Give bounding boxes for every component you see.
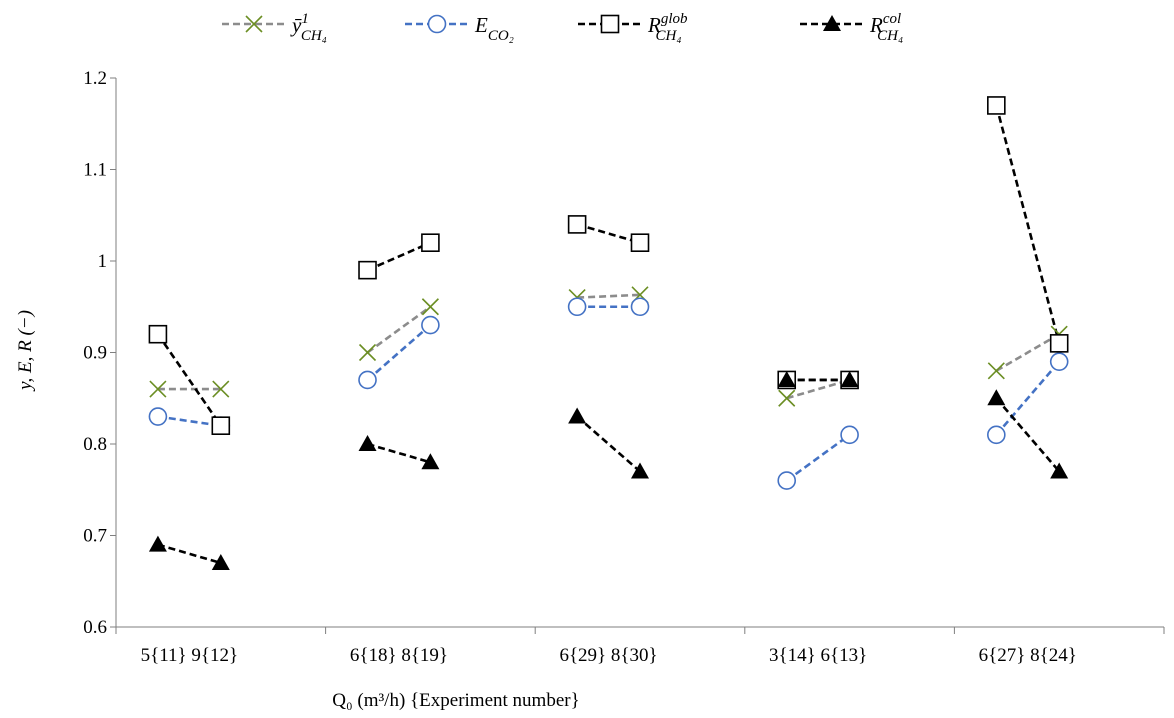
y-tick-label: 0.6 [83, 617, 107, 638]
series-line-segment [995, 333, 1060, 372]
data-point-square-marker [630, 233, 650, 252]
y-axis: 0.6 0.7 0.8 0.9 1 1.1 1.2 [83, 68, 117, 638]
y-tick-label: 0.8 [83, 434, 107, 455]
series-line-segment [995, 397, 1061, 473]
data-point-square-marker [421, 233, 440, 252]
data-point-triangle-marker [211, 553, 230, 570]
legend-item: Rcol CH₄ [800, 11, 903, 44]
series-markers-3 [148, 370, 1069, 570]
series-line-segment [577, 293, 641, 299]
data-point-triangle-marker [987, 389, 1006, 406]
series-1 [157, 305, 1061, 482]
data-point-circle-marker [840, 425, 859, 445]
series-line-segment [995, 360, 1061, 436]
x-axis: 5{11} 9{12} 6{18} 8{19} 6{29} 8{30} 3{14} 6… [115, 626, 1165, 666]
y-axis-title: y, E, R (−) [15, 310, 36, 392]
y-tick-label: 1.2 [83, 68, 107, 89]
data-point-x-marker [149, 380, 167, 398]
data-point-square-marker [600, 14, 620, 34]
data-point-circle-marker [148, 407, 168, 426]
x-group-label: 6{29} 8{30} [559, 645, 657, 666]
data-point-circle-marker [358, 370, 377, 390]
data-point-triangle-marker [358, 435, 377, 451]
x-group-label: 5{11} 9{12} [141, 645, 239, 666]
data-point-circle-marker [777, 471, 797, 490]
series-layer [148, 96, 1069, 570]
series-line-segment [366, 324, 432, 381]
series-line-segment [157, 543, 222, 565]
x-group-label: 6{27} 8{24} [979, 645, 1077, 666]
legend-label: ȳ1 CH₄ [290, 11, 327, 44]
data-point-circle-marker [427, 14, 447, 34]
series-markers-1 [148, 297, 1069, 490]
legend-item: ȳ1 CH₄ [222, 11, 327, 44]
series-markers-0 [149, 286, 1068, 407]
series-line-segment [576, 223, 641, 244]
data-point-square-marker [358, 260, 377, 280]
x-axis-title: Q₀ (m³/h) {Experiment number} [332, 690, 579, 711]
data-point-triangle-marker [421, 453, 440, 470]
series-line-segment [786, 378, 850, 400]
series-line-segment [576, 415, 641, 473]
data-point-x-marker [987, 362, 1005, 380]
data-point-x-marker [245, 15, 263, 33]
y-tick-label: 1.1 [83, 160, 107, 181]
series-line-segment [785, 433, 851, 482]
data-point-triangle-marker [840, 370, 859, 387]
y-tick-label: 0.7 [83, 526, 107, 547]
data-point-square-marker [567, 215, 587, 234]
series-markers-2 [148, 96, 1069, 436]
series-line-segment [157, 415, 221, 427]
data-point-x-marker [358, 343, 377, 362]
data-point-triangle-marker [631, 462, 649, 479]
data-point-circle-marker [987, 425, 1006, 445]
series-0 [157, 293, 1060, 400]
data-point-triangle-marker [1050, 462, 1069, 479]
series-line-segment [366, 241, 431, 272]
series-3 [157, 378, 1061, 565]
data-point-square-marker [1049, 334, 1069, 353]
data-point-circle-marker [1049, 352, 1069, 371]
data-point-triangle-marker [568, 407, 587, 424]
legend: ȳ1 CH₄ ECO₂ Rglob CH₄ Rcol CH₄ [222, 11, 903, 44]
legend-label: Rglob CH₄ [647, 11, 688, 44]
series-line-segment [156, 333, 222, 427]
x-group-label: 3{14} 6{13} [769, 645, 867, 666]
legend-label: ECO₂ [474, 13, 514, 44]
legend-item: ECO₂ [405, 13, 514, 44]
data-point-triangle-marker [823, 15, 841, 31]
series-line-segment [367, 442, 431, 464]
data-point-square-marker [211, 416, 231, 436]
series-line-segment [366, 305, 432, 354]
data-point-x-marker [778, 389, 796, 407]
legend-item: Rglob CH₄ [578, 11, 688, 44]
data-point-square-marker [987, 96, 1006, 115]
data-point-x-marker [421, 298, 439, 316]
y-tick-label: 0.9 [83, 343, 107, 364]
data-point-triangle-marker [777, 370, 796, 387]
series-2 [156, 105, 1061, 427]
data-point-circle-marker [630, 297, 650, 317]
data-point-x-marker [212, 380, 230, 398]
y-tick-label: 1 [98, 251, 108, 272]
series-line-segment [995, 105, 1061, 344]
data-point-circle-marker [421, 315, 440, 335]
data-point-circle-marker [567, 297, 587, 317]
data-point-triangle-marker [148, 535, 167, 552]
legend-label: Rcol CH₄ [869, 11, 903, 44]
x-group-label: 6{18} 8{19} [350, 645, 448, 666]
data-point-square-marker [148, 324, 168, 344]
